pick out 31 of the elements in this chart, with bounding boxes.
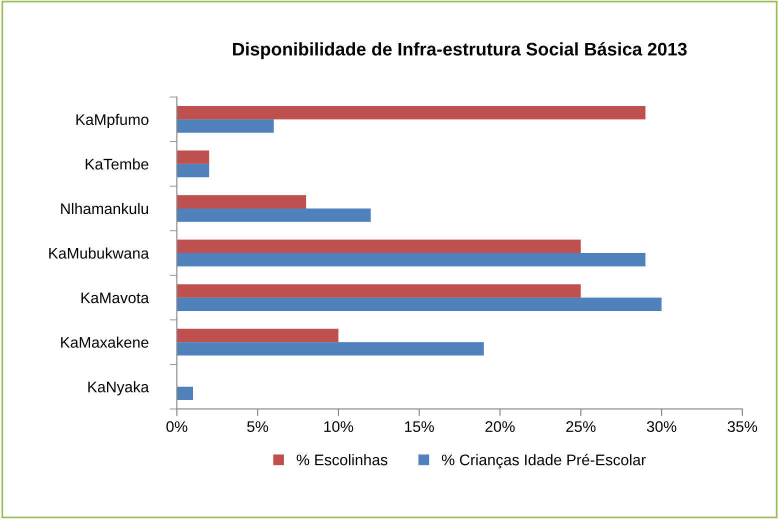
- bar: [176, 119, 274, 133]
- bar: [176, 195, 306, 208]
- bar: [176, 298, 662, 311]
- legend-label: % Crianças Idade Pré-Escolar: [442, 454, 646, 468]
- x-tick-label: 25%: [566, 421, 596, 432]
- bar: [176, 106, 646, 120]
- y-tick-label: KaTembe: [86, 158, 148, 170]
- bar: [176, 253, 646, 266]
- y-tick-label: KaMpfumo: [76, 114, 148, 128]
- y-tick-label: KaMavota: [82, 292, 150, 304]
- bar: [176, 240, 581, 254]
- x-tick-label: 20%: [485, 421, 515, 432]
- bar: [176, 328, 338, 342]
- x-tick-label: 15%: [405, 421, 434, 432]
- legend-label: % Escolinhas: [296, 454, 388, 466]
- x-tick-label: 30%: [646, 421, 676, 432]
- y-tick-label: Nlhamankulu: [61, 202, 148, 214]
- x-tick-label: 10%: [324, 421, 354, 432]
- bar: [176, 386, 193, 400]
- bar: [176, 284, 581, 298]
- bar: [176, 150, 210, 164]
- y-tick-label: KaMaxakene: [61, 336, 148, 348]
- bar: [176, 208, 371, 222]
- x-tick-label: 5%: [247, 421, 268, 432]
- y-tick-label: KaNyaka: [88, 381, 150, 396]
- y-tick-label: KaMubukwana: [49, 247, 150, 259]
- chart-title: Disponibilidade de Infra-estrutura Social Básica 2013: [233, 42, 687, 60]
- bar: [176, 342, 484, 356]
- bar: [176, 164, 210, 178]
- x-tick-label: 35%: [728, 421, 758, 432]
- x-tick-label: 0%: [166, 421, 188, 432]
